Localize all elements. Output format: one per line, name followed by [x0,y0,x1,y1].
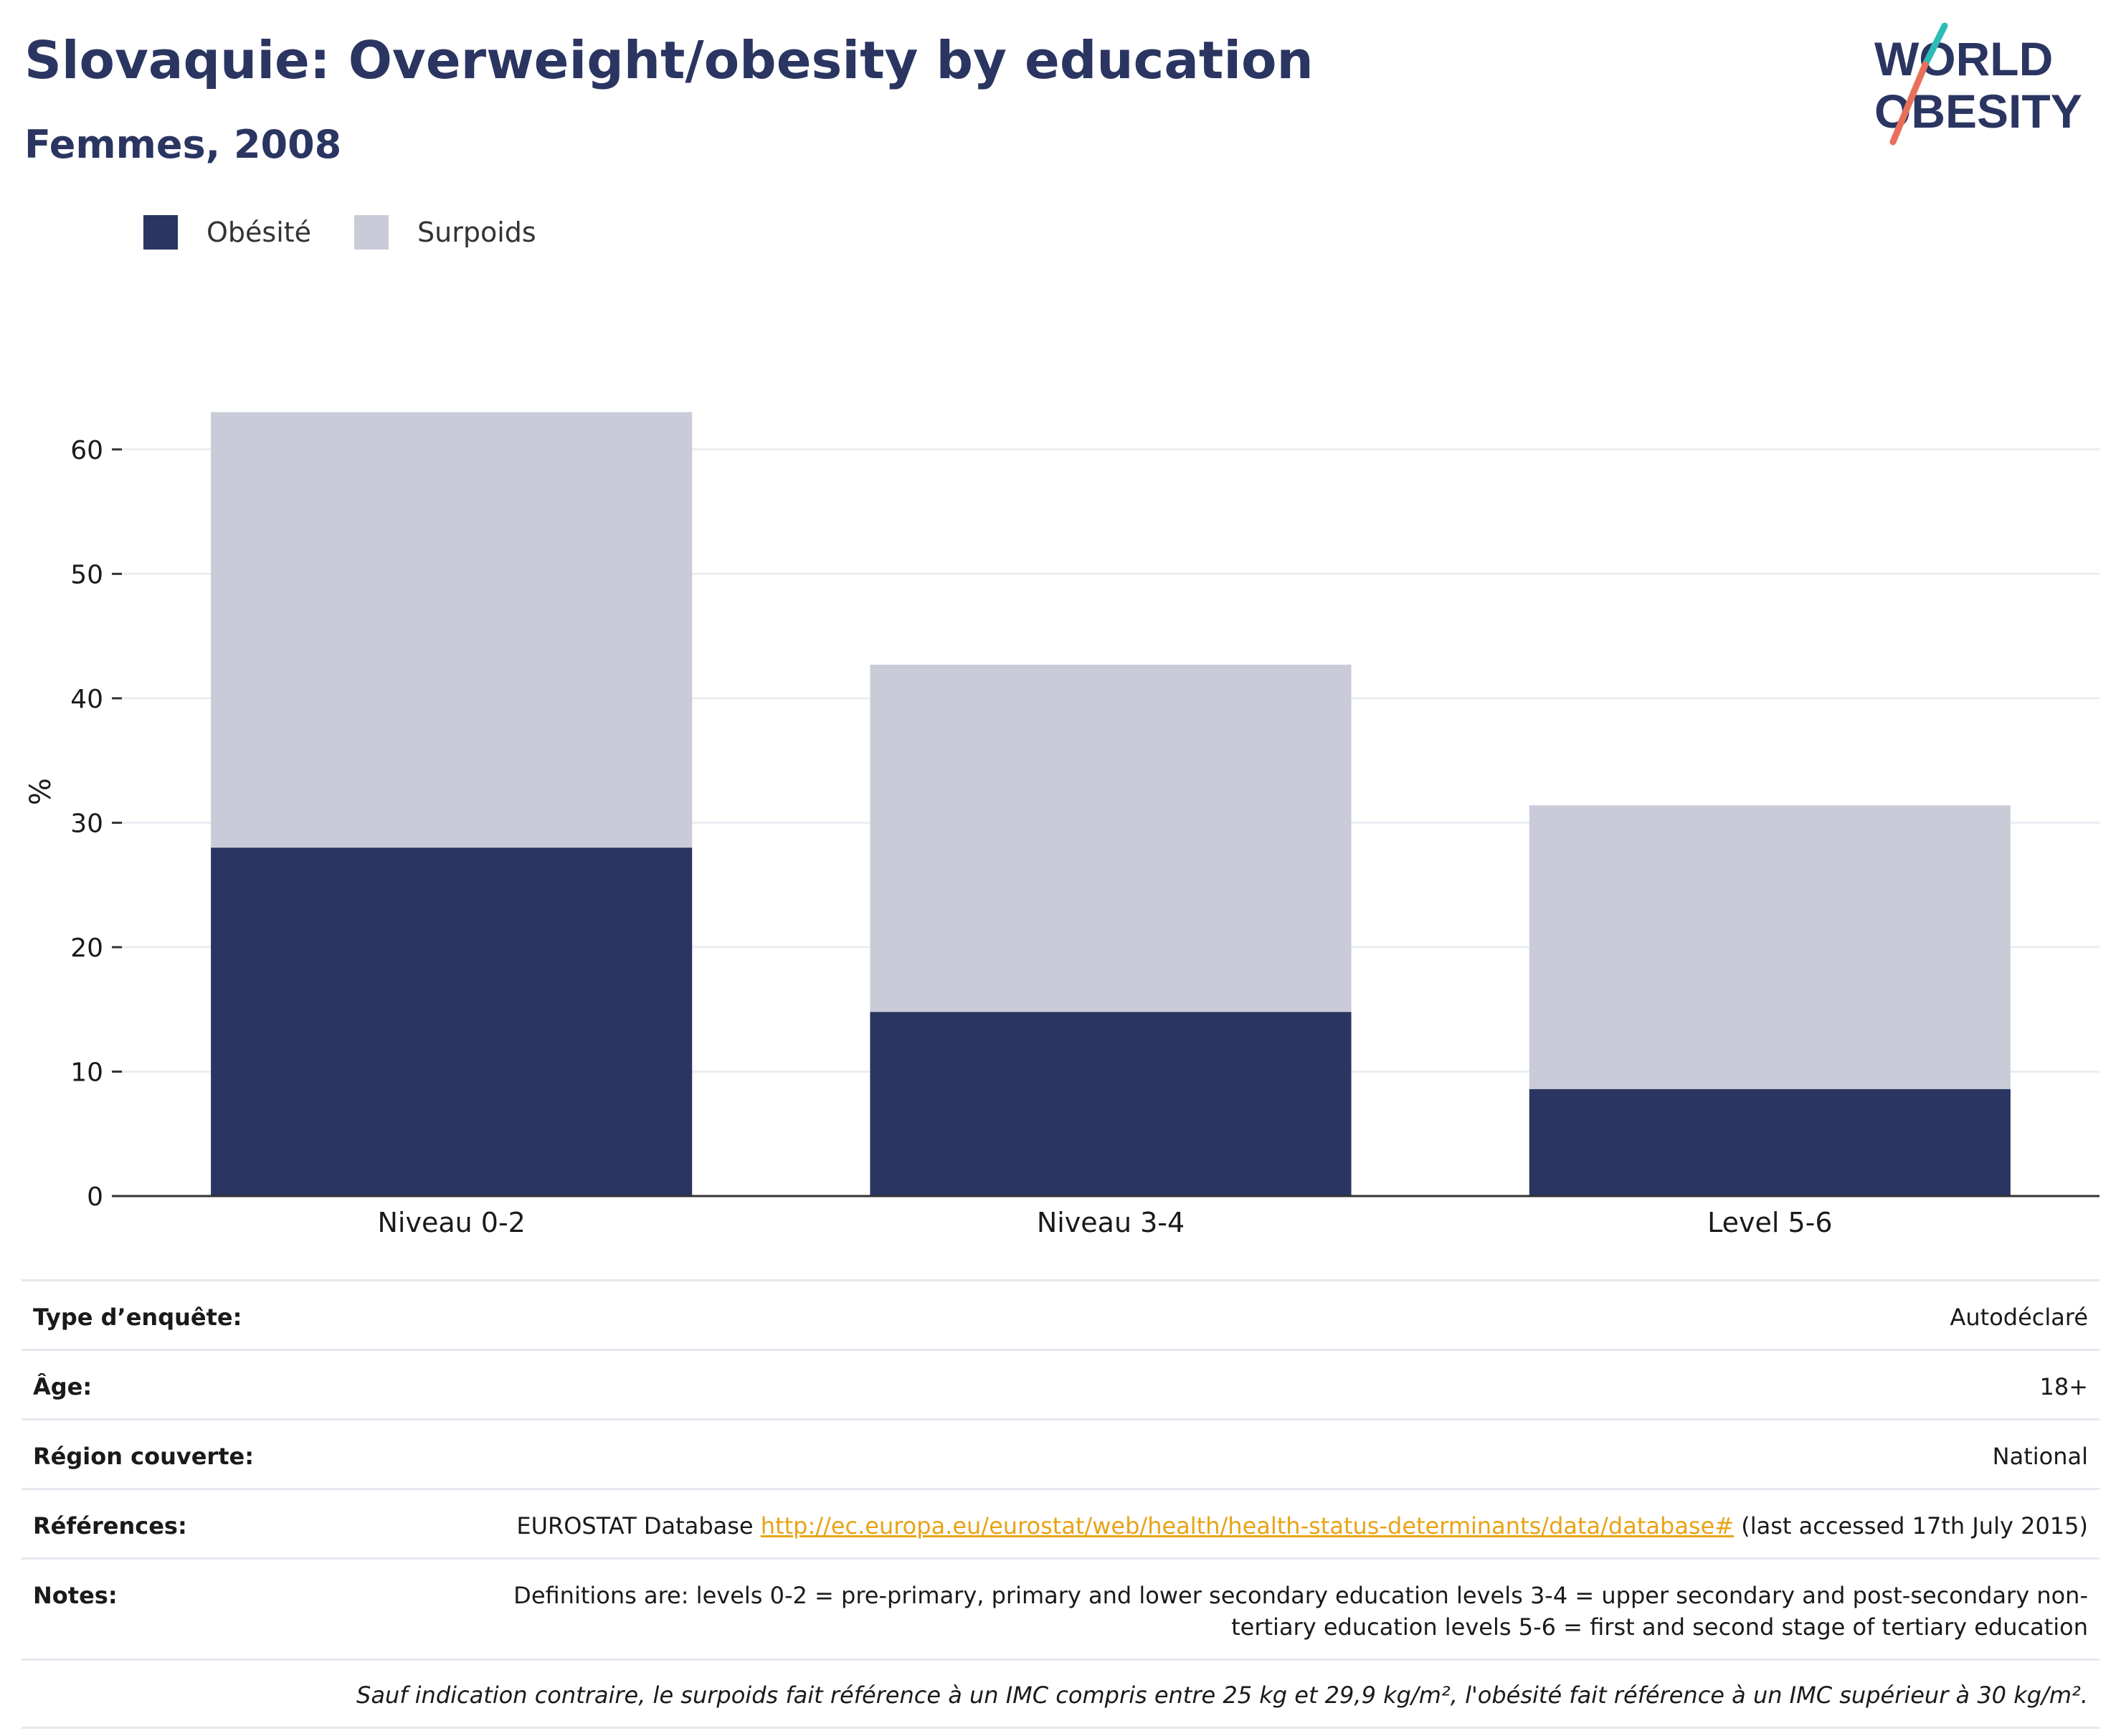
y-tick-label: 20 [70,934,103,963]
legend-item-overweight[interactable]: Surpoids [354,215,536,250]
bar-obesity-0 [211,848,693,1196]
x-tick-label: Niveau 3-4 [1037,1207,1185,1238]
legend-label-obesity: Obésité [207,217,312,248]
world-obesity-logo: WORLD OBESITY [1874,22,2082,146]
info-value-survey-type: Autodéclaré [1950,1304,2088,1331]
info-row-references: Références: EUROSTAT Database http://ec.… [22,1488,2099,1557]
logo-slash-teal [1922,22,1948,68]
logo-line1: WORLD [1874,32,2053,85]
info-row-age: Âge: 18+ [22,1349,2099,1418]
bar-overweight-2 [1529,805,2011,1089]
chart-subtitle: Femmes, 2008 [24,122,342,167]
bar-obesity-1 [870,1012,1352,1196]
legend-item-obesity[interactable]: Obésité [143,215,311,250]
stacked-bar-chart: 0 10 20 30 40 50 60 Niveau 0-2 Niveau 3-4 Level 5… [24,412,2099,1238]
references-suffix: (last accessed 17th July 2015) [1734,1512,2088,1540]
y-axis-label: % [24,778,57,805]
info-table: Type d’enquête: Autodéclaré Âge: 18+ Rég… [22,1279,2099,1729]
y-tick-label: 0 [87,1182,103,1212]
info-label-survey-type: Type d’enquête: [33,1304,242,1331]
y-tick-label: 30 [70,809,103,838]
info-label-region: Région couverte: [33,1443,254,1470]
info-label-references: Références: [33,1512,187,1540]
legend-swatch-obesity [143,215,178,250]
references-prefix: EUROSTAT Database [516,1512,761,1540]
bar-overweight-1 [870,664,1352,1012]
info-label-notes: Notes: [33,1582,118,1609]
chart-title: Slovaquie: Overweight/obesity by educati… [24,30,1314,90]
chart-legend: Obésité Surpoids [143,212,579,252]
info-row-region: Région couverte: National [22,1418,2099,1488]
y-tick-label: 60 [70,436,103,465]
info-value-age: 18+ [2039,1373,2088,1400]
info-value-references: EUROSTAT Database http://ec.europa.eu/eu… [435,1510,2088,1542]
info-label-age: Âge: [33,1373,92,1400]
info-value-region: National [1992,1443,2088,1470]
y-tick-label: 10 [70,1058,103,1087]
bar-overweight-0 [211,412,693,848]
bar-obesity-2 [1529,1088,2011,1196]
legend-label-overweight: Surpoids [417,217,536,248]
info-row-notes: Notes: Definitions are: levels 0-2 = pre… [22,1557,2099,1659]
x-tick-label: Niveau 0-2 [377,1207,525,1238]
y-tick-label: 50 [70,560,103,589]
bmi-footnote: Sauf indication contraire, le surpoids f… [22,1659,2099,1729]
x-tick-label: Level 5-6 [1707,1207,1832,1238]
info-row-survey-type: Type d’enquête: Autodéclaré [22,1279,2099,1349]
info-value-notes: Definitions are: levels 0-2 = pre-primar… [513,1582,2088,1641]
references-link[interactable]: http://ec.europa.eu/eurostat/web/health/… [760,1512,1735,1540]
y-tick-label: 40 [70,685,103,714]
legend-swatch-overweight [354,215,389,250]
logo-slash-coral [1889,61,1929,146]
